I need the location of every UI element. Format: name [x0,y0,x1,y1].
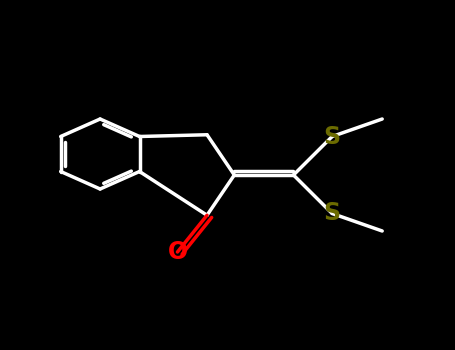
Text: O: O [167,240,187,264]
Text: S: S [324,202,341,225]
Text: S: S [324,125,341,148]
